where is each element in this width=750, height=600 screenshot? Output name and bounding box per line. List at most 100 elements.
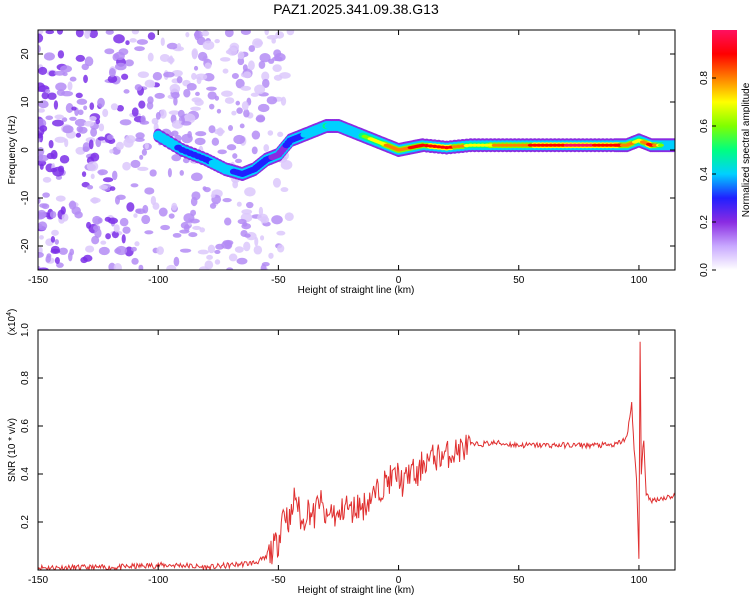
noise-blob <box>92 225 101 231</box>
noise-blob <box>121 73 129 80</box>
noise-blob <box>232 153 238 159</box>
noise-blob <box>173 256 180 267</box>
noise-blob <box>57 50 65 59</box>
noise-blob <box>54 114 64 120</box>
noise-blob <box>62 125 74 134</box>
noise-blob <box>231 110 237 116</box>
noise-blob <box>255 114 266 123</box>
snr-ytick-label: 1.0 <box>20 323 31 337</box>
noise-blob <box>122 161 131 171</box>
noise-blob <box>38 159 47 167</box>
colorbar-tick-label: 0.4 <box>699 167 710 181</box>
noise-blob <box>91 235 100 245</box>
noise-blob <box>109 149 114 154</box>
noise-blob <box>58 247 68 255</box>
noise-blob <box>43 52 55 61</box>
noise-blob <box>76 98 88 105</box>
spectrogram-marks <box>38 30 675 270</box>
noise-blob <box>149 81 156 88</box>
snr-xtick-label: -150 <box>28 575 48 586</box>
noise-blob <box>229 42 240 52</box>
noise-blob <box>42 192 50 198</box>
noise-blob <box>136 39 149 45</box>
noise-blob <box>115 141 124 151</box>
noise-blob <box>171 69 183 77</box>
noise-blob <box>69 248 75 256</box>
noise-blob <box>47 92 57 100</box>
noise-blob <box>190 106 202 111</box>
noise-blob <box>77 109 84 116</box>
noise-blob <box>194 137 206 146</box>
snr-xtick-label: -50 <box>271 575 286 586</box>
noise-blob <box>219 57 231 62</box>
noise-blob <box>273 49 282 57</box>
noise-blob <box>210 193 216 198</box>
noise-blob <box>131 246 137 252</box>
noise-blob <box>83 105 88 111</box>
noise-blob <box>159 109 167 119</box>
noise-blob <box>235 158 243 164</box>
noise-blob <box>286 30 295 36</box>
noise-blob <box>75 30 84 38</box>
noise-blob <box>38 267 49 270</box>
noise-blob <box>131 30 140 35</box>
spectrogram-xtick-label: 50 <box>513 275 525 286</box>
noise-blob <box>243 241 251 252</box>
noise-blob <box>216 108 222 114</box>
noise-blob <box>160 224 171 231</box>
noise-blob <box>240 85 252 91</box>
noise-blob <box>266 35 278 40</box>
noise-blob <box>135 132 145 140</box>
noise-blob <box>74 118 87 127</box>
noise-blob <box>46 152 55 160</box>
noise-blob <box>235 100 241 106</box>
noise-blob <box>38 223 43 229</box>
noise-blob <box>246 201 254 209</box>
noise-blob <box>209 203 217 209</box>
noise-blob <box>61 213 69 222</box>
noise-blob <box>147 52 154 62</box>
noise-blob <box>38 108 45 113</box>
spectrogram-ylabel: Frequency (Hz) <box>7 116 18 185</box>
noise-blob <box>137 71 150 79</box>
snr-ytick-label: 0.6 <box>20 419 31 433</box>
noise-blob <box>183 224 190 232</box>
spectrogram-xlabel: Height of straight line (km) <box>298 285 415 296</box>
noise-blob <box>186 82 197 91</box>
noise-blob <box>75 92 83 99</box>
noise-blob <box>194 30 200 41</box>
noise-blob <box>171 120 184 129</box>
snr-ytick-label: 0.8 <box>20 371 31 385</box>
snr-xtick-label: 0 <box>396 575 402 586</box>
noise-blob <box>48 139 54 149</box>
noise-blob <box>192 225 202 231</box>
noise-blob <box>50 245 60 254</box>
noise-blob <box>114 62 127 71</box>
noise-blob <box>166 264 177 270</box>
noise-blob <box>39 235 44 240</box>
noise-blob <box>38 146 45 156</box>
spectrogram-xtick-label: 0 <box>396 275 402 286</box>
noise-blob <box>141 148 148 156</box>
noise-blob <box>236 257 248 265</box>
noise-blob <box>268 252 274 259</box>
noise-blob <box>83 74 88 84</box>
noise-blob <box>199 227 206 233</box>
spectrogram-ytick-label: 0 <box>20 147 31 153</box>
noise-blob <box>254 40 264 46</box>
spectrogram-xtick-label: -50 <box>271 275 286 286</box>
noise-blob <box>56 30 63 35</box>
noise-blob <box>97 169 108 176</box>
spectrogram-ytick-label: -20 <box>20 238 31 253</box>
noise-blob <box>235 78 245 89</box>
noise-blob <box>215 243 225 250</box>
noise-blob <box>187 130 192 139</box>
noise-blob <box>267 130 274 136</box>
noise-blob <box>108 68 116 78</box>
noise-blob <box>88 30 98 39</box>
noise-blob <box>88 139 94 150</box>
snr-multiplier-exp: 4 <box>6 312 13 316</box>
noise-blob <box>236 107 243 114</box>
noise-blob <box>279 72 291 79</box>
